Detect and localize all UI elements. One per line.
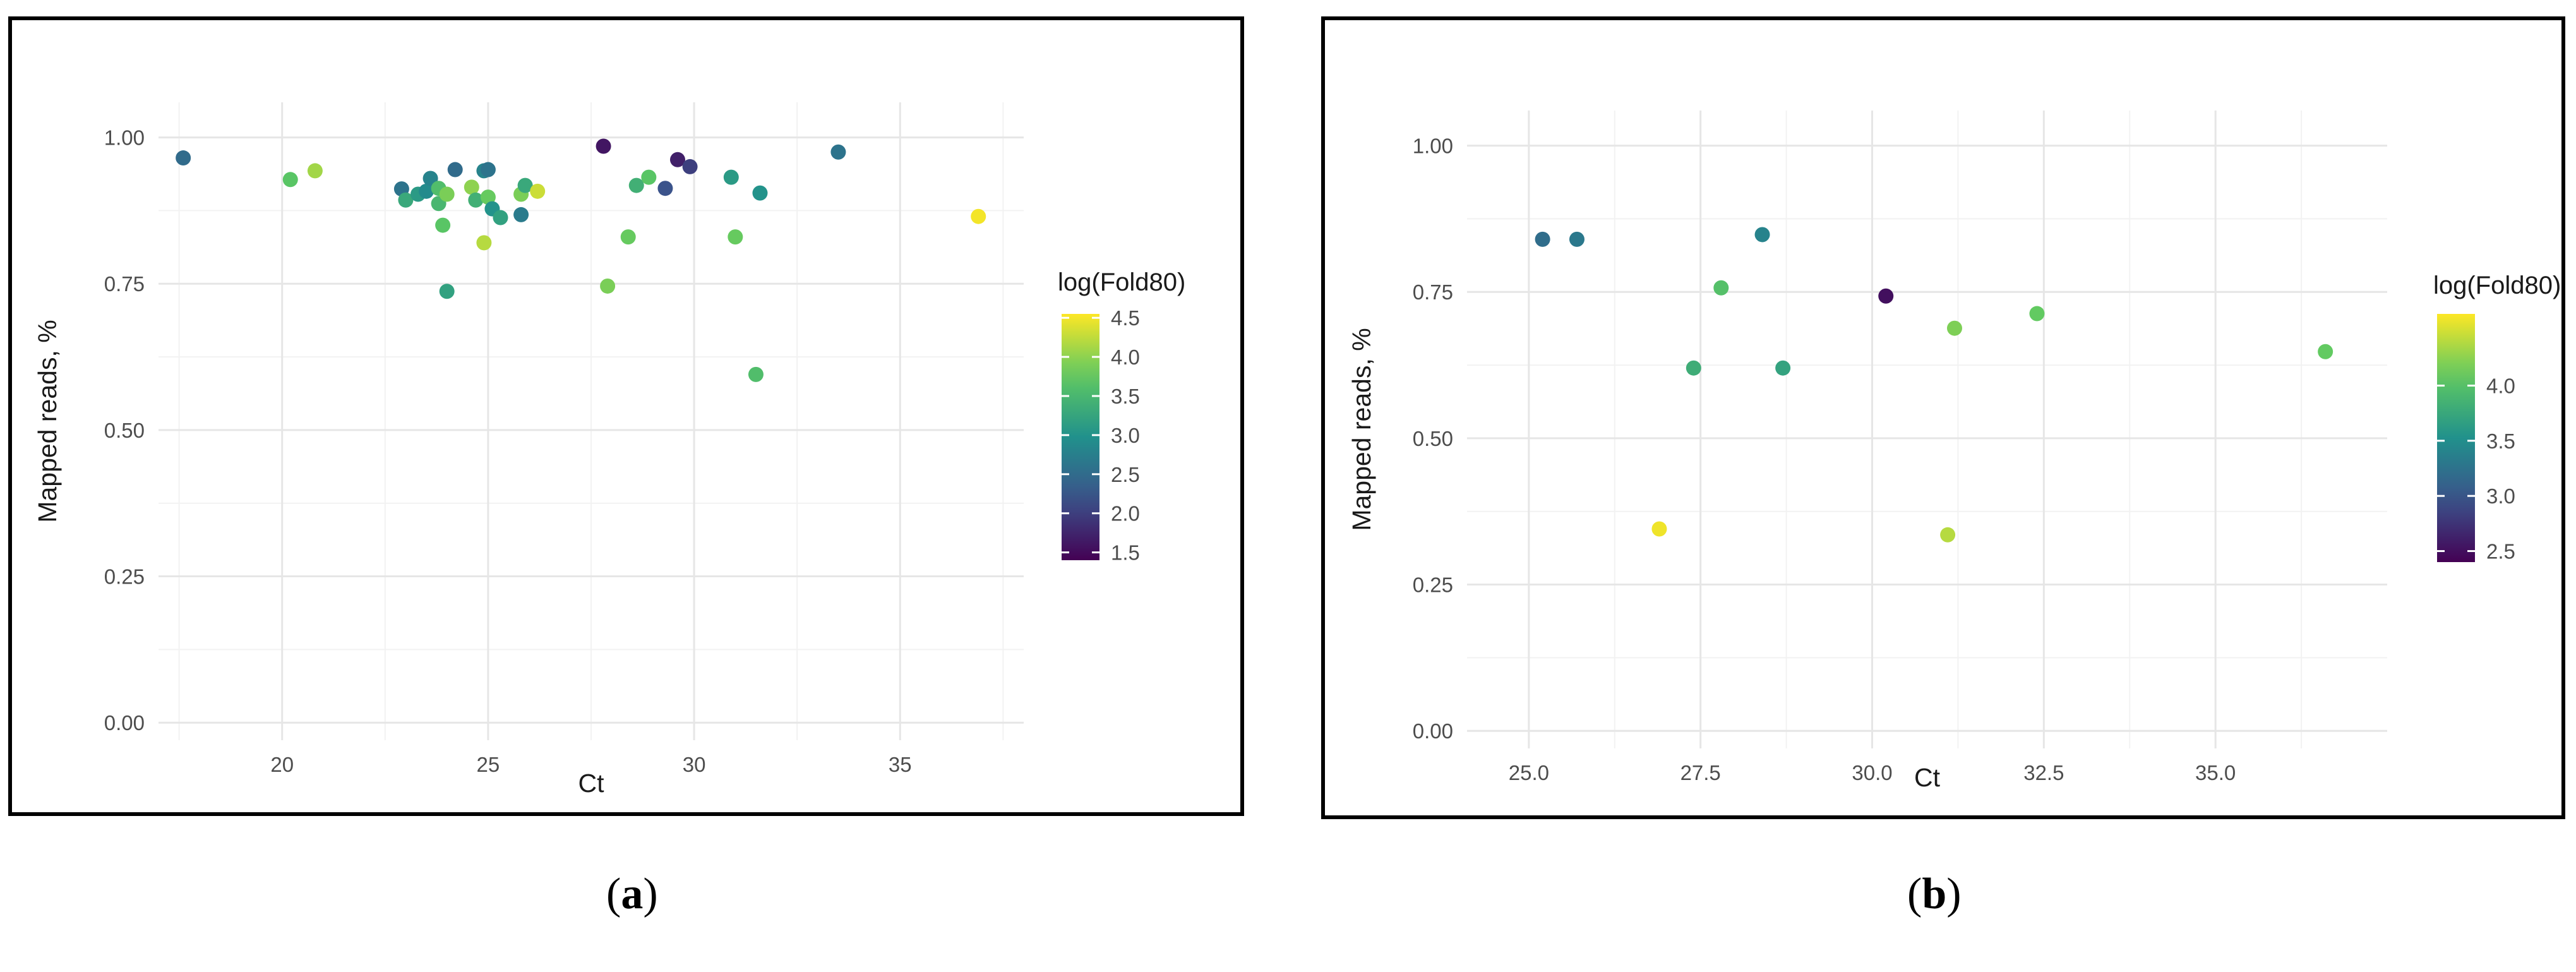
data-point xyxy=(530,183,546,199)
chart-panel-b: 0.00 0.25 0.50 0.75 1.00 25.0 27.5 30.0 32.5 35.0… xyxy=(1321,16,2565,819)
data-point xyxy=(468,192,484,208)
data-point xyxy=(830,144,846,160)
legend-tick-label: 4.5 xyxy=(1111,306,1140,330)
x-axis-title: Ct xyxy=(1914,763,1941,792)
legend-tick-label: 3.5 xyxy=(1111,385,1140,408)
data-point xyxy=(464,179,479,195)
data-point xyxy=(600,278,616,294)
data-point xyxy=(971,208,986,224)
legend-tick-label: 3.0 xyxy=(1111,424,1140,447)
legend-tick-label: 3.5 xyxy=(2486,429,2515,453)
data-point xyxy=(682,159,698,174)
caption-b: (b) xyxy=(1907,870,1962,918)
data-point xyxy=(398,192,414,208)
data-point xyxy=(493,210,508,225)
legend-tick-label: 1.5 xyxy=(1111,541,1140,565)
x-tick-label: 32.5 xyxy=(2023,761,2064,784)
x-tick-label: 20 xyxy=(270,753,294,776)
x-tick-label: 35 xyxy=(889,753,912,776)
data-point xyxy=(1569,231,1585,247)
data-point xyxy=(447,162,463,177)
points-a xyxy=(176,138,986,382)
data-point xyxy=(480,189,496,205)
legend-tick-label: 2.5 xyxy=(1111,463,1140,486)
data-point xyxy=(748,366,764,382)
x-axis-title: Ct xyxy=(578,769,605,798)
scatter-chart-b: 0.00 0.25 0.50 0.75 1.00 25.0 27.5 30.0 32.5 35.0… xyxy=(1347,111,2561,792)
scatter-chart-a: 0.00 0.25 0.50 0.75 1.00 20 25 30 35 Ct Mapped rea… xyxy=(33,102,1185,798)
y-tick-label: 0.75 xyxy=(1413,280,1453,304)
points-b xyxy=(1535,227,2333,543)
data-point xyxy=(1713,280,1729,296)
y-tick-label: 0.00 xyxy=(104,711,145,735)
data-point xyxy=(1686,360,1701,376)
data-point xyxy=(728,229,743,245)
data-point xyxy=(1754,227,1770,243)
data-point xyxy=(176,150,191,166)
legend-tick-label: 4.0 xyxy=(1111,345,1140,369)
caption-a-label: a xyxy=(621,870,644,918)
legend-tick-label: 3.0 xyxy=(2486,484,2515,508)
data-point xyxy=(439,284,455,299)
data-point xyxy=(723,169,739,185)
data-point xyxy=(670,152,685,167)
y-tick-label: 1.00 xyxy=(104,126,145,150)
data-point xyxy=(1535,231,1550,247)
y-axis-title: Mapped reads, % xyxy=(33,320,62,522)
legend-title: log(Fold80) xyxy=(1058,268,1185,296)
legend-colorbar xyxy=(2437,314,2475,562)
legend-colorbar xyxy=(1062,314,1099,560)
y-tick-label: 0.00 xyxy=(1413,719,1453,743)
x-tick-label: 30.0 xyxy=(1852,761,1892,784)
data-point xyxy=(641,169,657,185)
gridlines-b xyxy=(1467,111,2387,748)
x-tick-label: 25 xyxy=(477,753,500,776)
y-tick-label: 0.75 xyxy=(104,272,145,296)
data-point xyxy=(752,185,768,201)
x-tick-label: 27.5 xyxy=(1680,761,1721,784)
data-point xyxy=(422,171,438,186)
caption-a: (a) xyxy=(606,870,658,918)
chart-panel-a: 0.00 0.25 0.50 0.75 1.00 20 25 30 35 Ct Mapped rea… xyxy=(8,16,1244,816)
data-point xyxy=(1940,527,1956,543)
data-point xyxy=(307,163,323,179)
data-point xyxy=(439,186,455,202)
y-tick-label: 0.25 xyxy=(104,565,145,589)
data-point xyxy=(2029,306,2045,321)
y-axis-title: Mapped reads, % xyxy=(1347,328,1376,531)
data-point xyxy=(435,217,451,233)
data-point xyxy=(419,183,434,199)
data-point xyxy=(476,235,492,251)
data-point xyxy=(620,229,636,245)
data-point xyxy=(1878,288,1894,304)
legend-title: log(Fold80) xyxy=(2433,272,2561,299)
y-tick-label: 0.50 xyxy=(104,419,145,442)
y-tick-label: 0.50 xyxy=(1413,427,1453,450)
legend-tick-label: 2.0 xyxy=(1111,502,1140,525)
gridlines-a xyxy=(159,102,1024,740)
legend-tick-label: 2.5 xyxy=(2486,540,2515,563)
data-point xyxy=(596,138,611,154)
data-point xyxy=(282,172,298,188)
y-tick-label: 0.25 xyxy=(1413,573,1453,597)
caption-b-label: b xyxy=(1922,870,1947,918)
data-point xyxy=(628,177,644,193)
x-tick-label: 30 xyxy=(683,753,706,776)
data-point xyxy=(1946,320,1962,336)
data-point xyxy=(1651,521,1667,537)
data-point xyxy=(1775,360,1791,376)
data-point xyxy=(517,177,533,193)
x-tick-label: 35.0 xyxy=(2195,761,2236,784)
x-tick-label: 25.0 xyxy=(1509,761,1549,784)
data-point xyxy=(513,207,529,222)
data-point xyxy=(480,162,496,177)
legend-tick-label: 4.0 xyxy=(2486,375,2515,398)
data-point xyxy=(657,181,673,196)
data-point xyxy=(2318,344,2333,359)
y-tick-label: 1.00 xyxy=(1413,135,1453,158)
